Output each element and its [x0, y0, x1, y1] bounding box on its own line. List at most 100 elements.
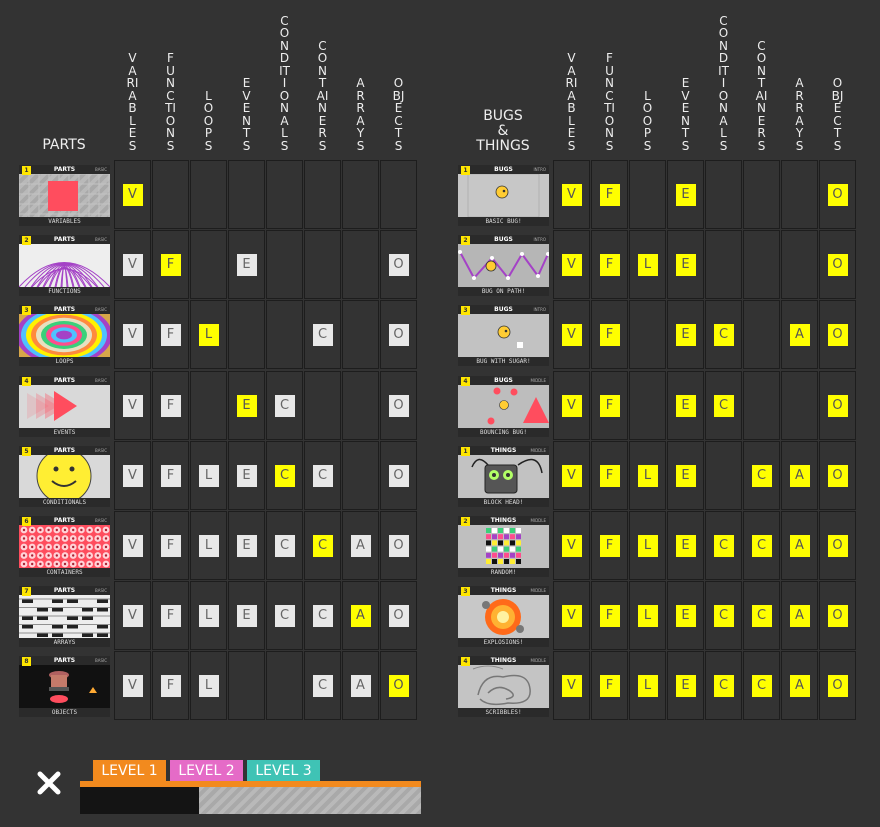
card-level: INTRO — [533, 167, 546, 172]
lesson-card-loops[interactable]: PARTS BASIC 3 LOOPS — [19, 305, 110, 366]
lesson-card-blockhead[interactable]: THINGS MIDDLE 1 BLOCK HEAD! — [458, 446, 549, 507]
concept-cell-events: E — [667, 371, 704, 440]
concept-cell-arrays — [781, 160, 818, 229]
card-number: 4 — [461, 657, 470, 666]
column-header-objects: OBJECTS — [380, 0, 417, 155]
concept-cell-containers: C — [743, 511, 780, 580]
concept-cell-objects: O — [819, 371, 856, 440]
concept-badge-objects: O — [827, 464, 848, 487]
concept-cell-conditionals: C — [266, 371, 303, 440]
concept-cell-loops: L — [190, 511, 227, 580]
concept-cell-conditionals: C — [266, 511, 303, 580]
lesson-card-conditionals[interactable]: PARTS BASIC 5 CONDITIONALS — [19, 446, 110, 507]
lesson-card-explosions[interactable]: THINGS MIDDLE 3 EXPLOSIONS! — [458, 586, 549, 647]
close-button[interactable] — [36, 770, 62, 796]
column-header-label: EVENTS — [681, 76, 690, 153]
concept-cell-conditionals: C — [266, 581, 303, 650]
concept-badge-objects: O — [827, 534, 848, 557]
concept-badge-objects: O — [388, 604, 409, 627]
card-level: MIDDLE — [530, 588, 546, 593]
lesson-card-arrays[interactable]: PARTS BASIC 7 ARRAYS — [19, 586, 110, 647]
concept-badge-conditionals: C — [713, 604, 734, 627]
concept-badge-arrays: A — [789, 323, 810, 346]
concept-badge-variables: V — [561, 464, 582, 487]
lesson-card-events[interactable]: PARTS BASIC 4 EVENTS — [19, 376, 110, 437]
lesson-card-bugpath[interactable]: BUGS INTRO 2 BUG ON PATH! — [458, 235, 549, 296]
lesson-card-basicbug[interactable]: BUGS INTRO 1 BASIC BUG! — [458, 165, 549, 226]
concept-cell-variables: V — [114, 230, 151, 299]
concept-badge-arrays: A — [789, 674, 810, 697]
concept-cell-loops: L — [629, 230, 666, 299]
concept-badge-objects: O — [388, 534, 409, 557]
concept-cell-variables: V — [114, 441, 151, 510]
concept-badge-objects: O — [388, 323, 409, 346]
concept-cell-arrays: A — [781, 511, 818, 580]
card-category: PARTS — [19, 376, 110, 385]
concept-badge-arrays: A — [789, 604, 810, 627]
thumbnail-art-area — [458, 385, 549, 428]
concept-cell-events: E — [667, 511, 704, 580]
column-header-label: CONTAINERS — [316, 38, 329, 153]
thumbnail-art-area — [19, 448, 110, 504]
lesson-card-bugsugar[interactable]: BUGS INTRO 3 BUG WITH SUGAR! — [458, 305, 549, 366]
concept-cell-variables: V — [553, 581, 590, 650]
concept-cell-containers — [743, 160, 780, 229]
concept-cell-variables: V — [553, 230, 590, 299]
concept-badge-loops: L — [637, 674, 658, 697]
concept-cell-objects: O — [380, 651, 417, 720]
card-number: 2 — [461, 517, 470, 526]
lesson-card-random[interactable]: THINGS MIDDLE 2 RANDOM! — [458, 516, 549, 577]
lesson-card-functions[interactable]: PARTS BASIC 2 FUNCTIONS — [19, 235, 110, 296]
level-tab-2[interactable]: LEVEL 2 — [170, 760, 243, 782]
lesson-card-containers[interactable]: PARTS BASIC 6 CONTAINERS — [19, 516, 110, 577]
concept-badge-conditionals: C — [713, 323, 734, 346]
concept-badge-arrays: A — [789, 464, 810, 487]
level-tab-3[interactable]: LEVEL 3 — [247, 760, 320, 782]
column-header-label: LOOPS — [642, 88, 653, 153]
concept-badge-conditionals: C — [713, 674, 734, 697]
concept-cell-arrays — [342, 441, 379, 510]
lesson-card-variables[interactable]: PARTS BASIC 1 VARIABLES — [19, 165, 110, 226]
concept-badge-events: E — [675, 183, 696, 206]
concept-cell-arrays — [342, 230, 379, 299]
column-header-functions: FUNCTIONS — [591, 0, 628, 155]
concept-cell-containers: C — [304, 651, 341, 720]
lesson-card-objects[interactable]: PARTS BASIC 8 OBJECTS — [19, 656, 110, 717]
title-line: BUGS — [483, 108, 523, 124]
card-category: THINGS — [458, 586, 549, 595]
concept-cell-containers — [743, 300, 780, 369]
card-category: PARTS — [19, 586, 110, 595]
column-header-label: ARRAYS — [356, 76, 365, 153]
lesson-card-bouncing[interactable]: BUGS MIDDLE 4 BOUNCING BUG! — [458, 376, 549, 437]
card-category: BUGS — [458, 305, 549, 314]
concept-cell-arrays — [342, 300, 379, 369]
concept-badge-functions: F — [160, 604, 181, 627]
concept-cell-loops — [629, 160, 666, 229]
level-tab-1[interactable]: LEVEL 1 — [93, 760, 166, 782]
concept-cell-containers — [304, 230, 341, 299]
concept-cell-variables: V — [553, 651, 590, 720]
concept-badge-variables: V — [122, 534, 143, 557]
card-caption: BLOCK HEAD! — [458, 498, 549, 507]
containers-thumbnail-art — [19, 525, 110, 568]
column-header-label: VARIABLES — [565, 51, 578, 153]
concept-badge-events: E — [236, 394, 257, 417]
random-thumbnail-art — [458, 525, 549, 568]
concept-cell-containers: C — [304, 441, 341, 510]
card-caption: OBJECTS — [19, 708, 110, 717]
concept-cell-conditionals: C — [705, 511, 742, 580]
concept-cell-conditionals — [266, 160, 303, 229]
concept-cell-containers — [743, 230, 780, 299]
card-category: BUGS — [458, 165, 549, 174]
concept-badge-events: E — [675, 534, 696, 557]
concept-cell-arrays — [781, 230, 818, 299]
card-level: BASIC — [95, 658, 107, 663]
concept-badge-loops: L — [637, 464, 658, 487]
card-category: PARTS — [19, 235, 110, 244]
concept-badge-functions: F — [599, 323, 620, 346]
card-caption: EVENTS — [19, 428, 110, 437]
concept-cell-events — [228, 300, 265, 369]
lesson-card-scribbles[interactable]: THINGS MIDDLE 4 SCRIBBLES! — [458, 656, 549, 717]
concept-badge-events: E — [236, 604, 257, 627]
concept-cell-events: E — [228, 371, 265, 440]
